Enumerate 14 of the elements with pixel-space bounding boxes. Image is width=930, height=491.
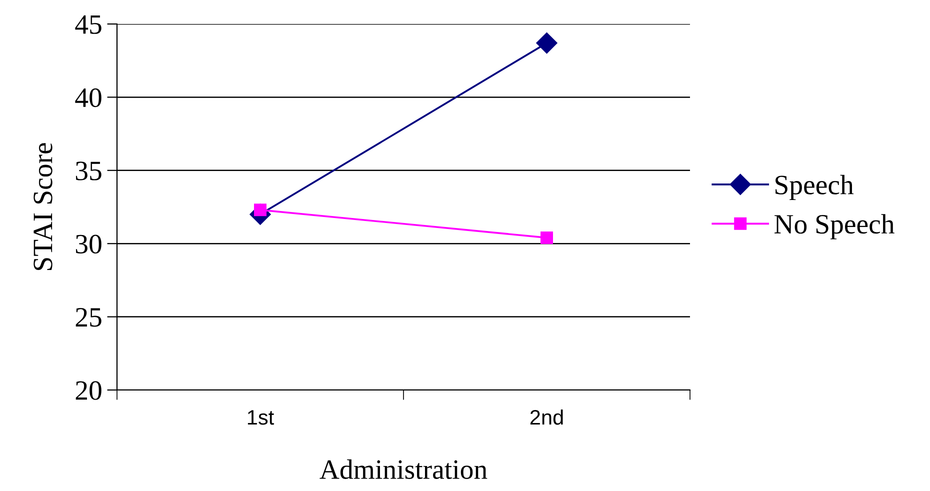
x-axis-title: Administration xyxy=(320,459,488,479)
y-tick-label: 20 xyxy=(76,381,102,400)
x-tick-label: 2nd xyxy=(530,409,563,425)
y-tick-label: 30 xyxy=(76,234,102,254)
x-tick-label: 1st xyxy=(248,410,274,425)
legend-label: Speech xyxy=(776,174,854,200)
legend-label: No Speech xyxy=(774,214,894,240)
y-axis-title: STAI Score xyxy=(34,143,52,270)
y-tick-label: 40 xyxy=(75,88,102,108)
y-tick-label: 25 xyxy=(76,308,102,327)
point xyxy=(536,32,558,54)
point xyxy=(540,231,553,244)
y-tick-label: 35 xyxy=(76,162,102,180)
y-tick-label: 45 xyxy=(75,15,102,34)
